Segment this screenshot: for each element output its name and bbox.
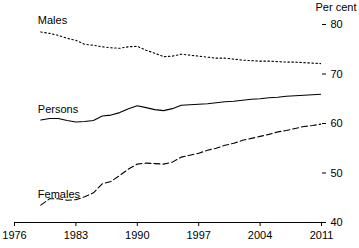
svg-text:70: 70 bbox=[331, 68, 343, 80]
svg-text:1990: 1990 bbox=[125, 229, 149, 241]
svg-text:Persons: Persons bbox=[38, 103, 79, 115]
svg-text:50: 50 bbox=[331, 167, 343, 179]
svg-text:Males: Males bbox=[38, 14, 68, 26]
svg-text:2004: 2004 bbox=[248, 229, 272, 241]
svg-text:80: 80 bbox=[331, 18, 343, 30]
svg-text:Females: Females bbox=[38, 188, 81, 200]
svg-text:Per cent: Per cent bbox=[316, 1, 357, 13]
svg-text:1976: 1976 bbox=[2, 229, 26, 241]
svg-text:60: 60 bbox=[331, 117, 343, 129]
svg-text:2011: 2011 bbox=[310, 229, 334, 241]
svg-text:1997: 1997 bbox=[186, 229, 210, 241]
svg-text:1983: 1983 bbox=[64, 229, 88, 241]
svg-text:40: 40 bbox=[331, 216, 343, 228]
